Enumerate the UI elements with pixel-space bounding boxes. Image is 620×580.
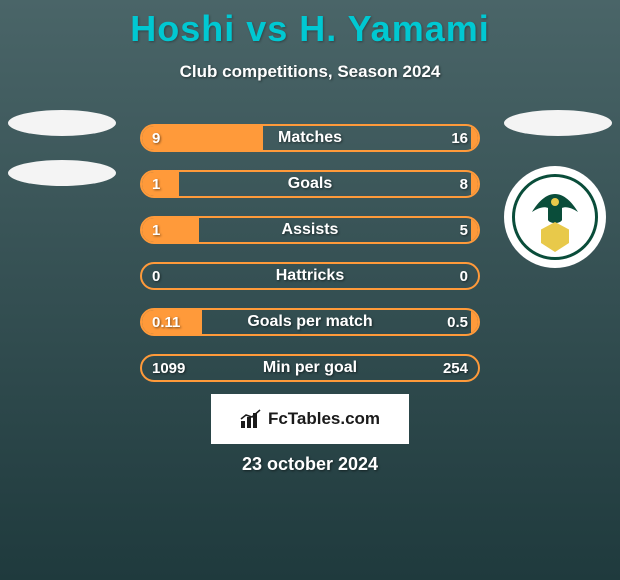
comparison-stats: 9Matches16 1Goals8 1Assists5 0Hattricks0 0.1… — [140, 124, 480, 400]
stat-row: 1Assists5 — [140, 216, 480, 244]
branding-banner: FcTables.com — [211, 394, 409, 444]
stat-row: 0.11Goals per match0.5 — [140, 308, 480, 336]
stat-row: 1Goals8 — [140, 170, 480, 198]
page-title: Hoshi vs H. Yamami — [0, 0, 620, 50]
ellipse-placeholder — [8, 160, 116, 186]
stat-value-right: 0.5 — [447, 310, 468, 334]
stat-value-right: 0 — [460, 264, 468, 288]
ellipse-placeholder — [8, 110, 116, 136]
date-text: 23 october 2024 — [0, 454, 620, 475]
stat-label: Goals per match — [142, 310, 478, 334]
stat-value-right: 254 — [443, 356, 468, 380]
team-left-badge — [8, 110, 116, 210]
branding-text: FcTables.com — [268, 409, 380, 429]
stat-label: Matches — [142, 126, 478, 150]
stat-row: 9Matches16 — [140, 124, 480, 152]
chart-icon — [240, 409, 262, 429]
subtitle: Club competitions, Season 2024 — [0, 62, 620, 82]
stat-value-right: 16 — [451, 126, 468, 150]
crest-shield-icon — [541, 222, 569, 252]
stat-row: 1099Min per goal254 — [140, 354, 480, 382]
crest-bird-icon — [528, 190, 582, 228]
stat-value-right: 5 — [460, 218, 468, 242]
stat-row: 0Hattricks0 — [140, 262, 480, 290]
stat-label: Min per goal — [142, 356, 478, 380]
stat-label: Goals — [142, 172, 478, 196]
team-right-badge — [504, 110, 612, 268]
infographic-container: Hoshi vs H. Yamami Club competitions, Se… — [0, 0, 620, 580]
ellipse-placeholder — [504, 110, 612, 136]
crest-ring — [512, 174, 598, 260]
club-crest — [504, 166, 606, 268]
stat-value-right: 8 — [460, 172, 468, 196]
stat-label: Assists — [142, 218, 478, 242]
stat-label: Hattricks — [142, 264, 478, 288]
